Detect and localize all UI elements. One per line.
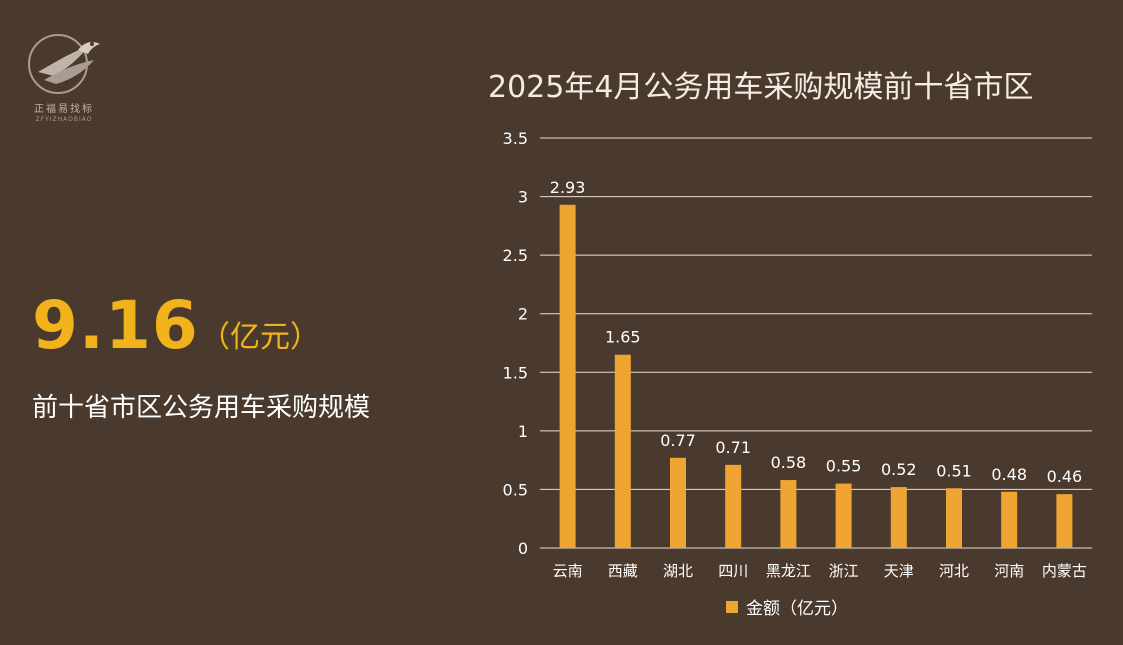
category-label: 四川	[718, 562, 748, 580]
y-tick-label: 3	[518, 188, 528, 207]
data-labels: 2.93 1.65 0.77 0.71 0.58 0.55 0.52 0.51 0.48 0.46	[550, 178, 1082, 486]
bar	[835, 483, 852, 548]
logo-name: 正福易找标	[34, 104, 94, 115]
category-label: 西藏	[608, 562, 638, 580]
data-label: 0.55	[826, 457, 862, 476]
bars	[559, 204, 1073, 548]
bar	[614, 354, 631, 548]
data-label: 0.58	[771, 453, 807, 472]
x-axis-categories: 云南 西藏 湖北 四川 黑龙江 浙江 天津 河北 河南 内蒙古	[553, 562, 1087, 580]
data-label: 0.48	[991, 465, 1027, 484]
category-label: 浙江	[829, 562, 859, 580]
y-tick-label: 2.5	[503, 246, 528, 265]
bar	[890, 487, 907, 548]
data-label: 1.65	[605, 328, 641, 347]
data-label: 0.77	[660, 431, 696, 450]
summary-caption: 前十省市区公务用车采购规模	[32, 393, 371, 423]
legend-label: 金额（亿元）	[746, 599, 848, 619]
chart-title: 2025年4月公务用车采购规模前十省市区	[488, 70, 1034, 105]
logo: 正福易找标 ZFYIZHAOBIAO	[18, 28, 110, 128]
data-label: 0.71	[715, 438, 751, 457]
y-tick-label: 3.5	[503, 129, 528, 148]
grid-lines	[540, 137, 1092, 549]
data-label: 2.93	[550, 178, 586, 197]
y-tick-label: 1	[518, 422, 528, 441]
bar-chart: 00.511.522.533.5 2.931.650.77 0.710.58 0.5…	[503, 129, 1092, 619]
y-tick-label: 0	[518, 539, 528, 558]
summary-value: 9.16	[32, 287, 199, 364]
logo-subtitle: ZFYIZHAOBIAO	[35, 116, 93, 123]
bar	[946, 488, 962, 548]
y-tick-label: 2	[518, 305, 528, 324]
data-label: 0.52	[881, 460, 917, 479]
category-label: 湖北	[663, 562, 693, 580]
summary-unit: （亿元）	[200, 320, 320, 355]
bar	[559, 204, 576, 548]
y-tick-label: 1.5	[503, 363, 528, 382]
bar	[1001, 491, 1018, 548]
category-label: 河南	[994, 562, 1024, 580]
bar	[1056, 494, 1073, 548]
bar	[725, 464, 742, 548]
legend-swatch	[726, 601, 738, 613]
category-label: 黑龙江	[766, 562, 811, 580]
legend: 金额（亿元）	[726, 599, 848, 619]
bar	[670, 457, 686, 548]
eagle-icon	[28, 34, 100, 94]
bar	[780, 480, 797, 548]
data-label: 0.51	[936, 461, 972, 480]
category-label: 云南	[553, 562, 583, 580]
category-label: 河北	[939, 562, 969, 580]
data-label: 0.46	[1047, 467, 1083, 486]
y-tick-label: 0.5	[503, 480, 528, 499]
category-label: 天津	[884, 562, 914, 580]
y-axis-ticks: 0 0.5 1 1.5 2 2.5 3 3.5	[503, 129, 528, 558]
category-label: 内蒙古	[1042, 562, 1087, 580]
